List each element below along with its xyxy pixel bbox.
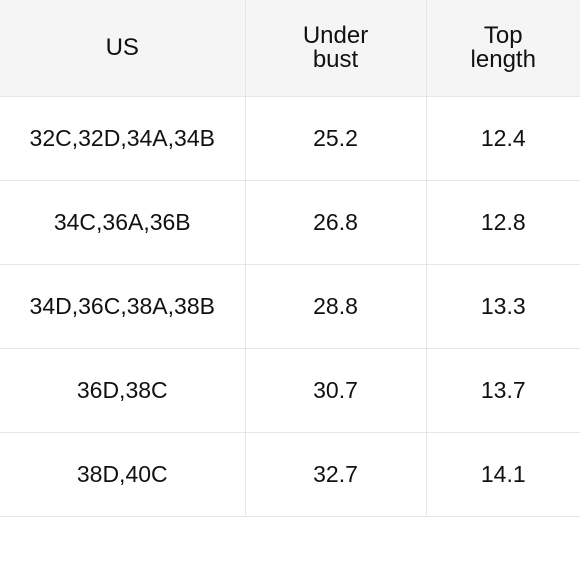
cell-us-size: 38D,40C	[0, 432, 245, 517]
cell-us-size: 34D,36C,38A,38B	[0, 264, 245, 349]
cell-under-bust: 26.8	[244, 180, 426, 265]
header-top-length-line-2: length	[470, 46, 536, 73]
header-under-bust-line-1: Under	[302, 22, 369, 49]
header-us-label: US	[105, 34, 139, 61]
size-chart-table: US Under bust Top length 32C,32D,34A,34B…	[0, 0, 580, 517]
header-row: US Under bust Top length	[0, 0, 580, 97]
cell-us-size: 32C,32D,34A,34B	[0, 96, 245, 181]
cell-us-size: 34C,36A,36B	[0, 180, 245, 265]
cell-us-size: 36D,38C	[0, 348, 245, 433]
table-row: 36D,38C 30.7 13.7	[0, 348, 580, 433]
table-row: 38D,40C 32.7 14.1	[0, 432, 580, 517]
header-top-length: Top length	[425, 0, 580, 97]
cell-under-bust: 25.2	[244, 96, 426, 181]
table-body: 32C,32D,34A,34B 25.2 12.4 34C,36A,36B 26…	[0, 96, 580, 517]
header-under-bust: Under bust	[244, 0, 426, 97]
cell-top-length: 13.7	[425, 348, 580, 433]
cell-under-bust: 28.8	[244, 264, 426, 349]
cell-under-bust: 32.7	[244, 432, 426, 517]
header-us: US	[0, 0, 245, 97]
table-row: 34C,36A,36B 26.8 12.8	[0, 180, 580, 265]
table-header: US Under bust Top length	[0, 0, 580, 97]
cell-top-length: 12.8	[425, 180, 580, 265]
cell-top-length: 14.1	[425, 432, 580, 517]
table-row: 34D,36C,38A,38B 28.8 13.3	[0, 264, 580, 349]
cell-top-length: 12.4	[425, 96, 580, 181]
table-row: 32C,32D,34A,34B 25.2 12.4	[0, 96, 580, 181]
header-top-length-line-1: Top	[483, 22, 523, 49]
cell-under-bust: 30.7	[244, 348, 426, 433]
header-under-bust-line-2: bust	[312, 46, 359, 73]
cell-top-length: 13.3	[425, 264, 580, 349]
